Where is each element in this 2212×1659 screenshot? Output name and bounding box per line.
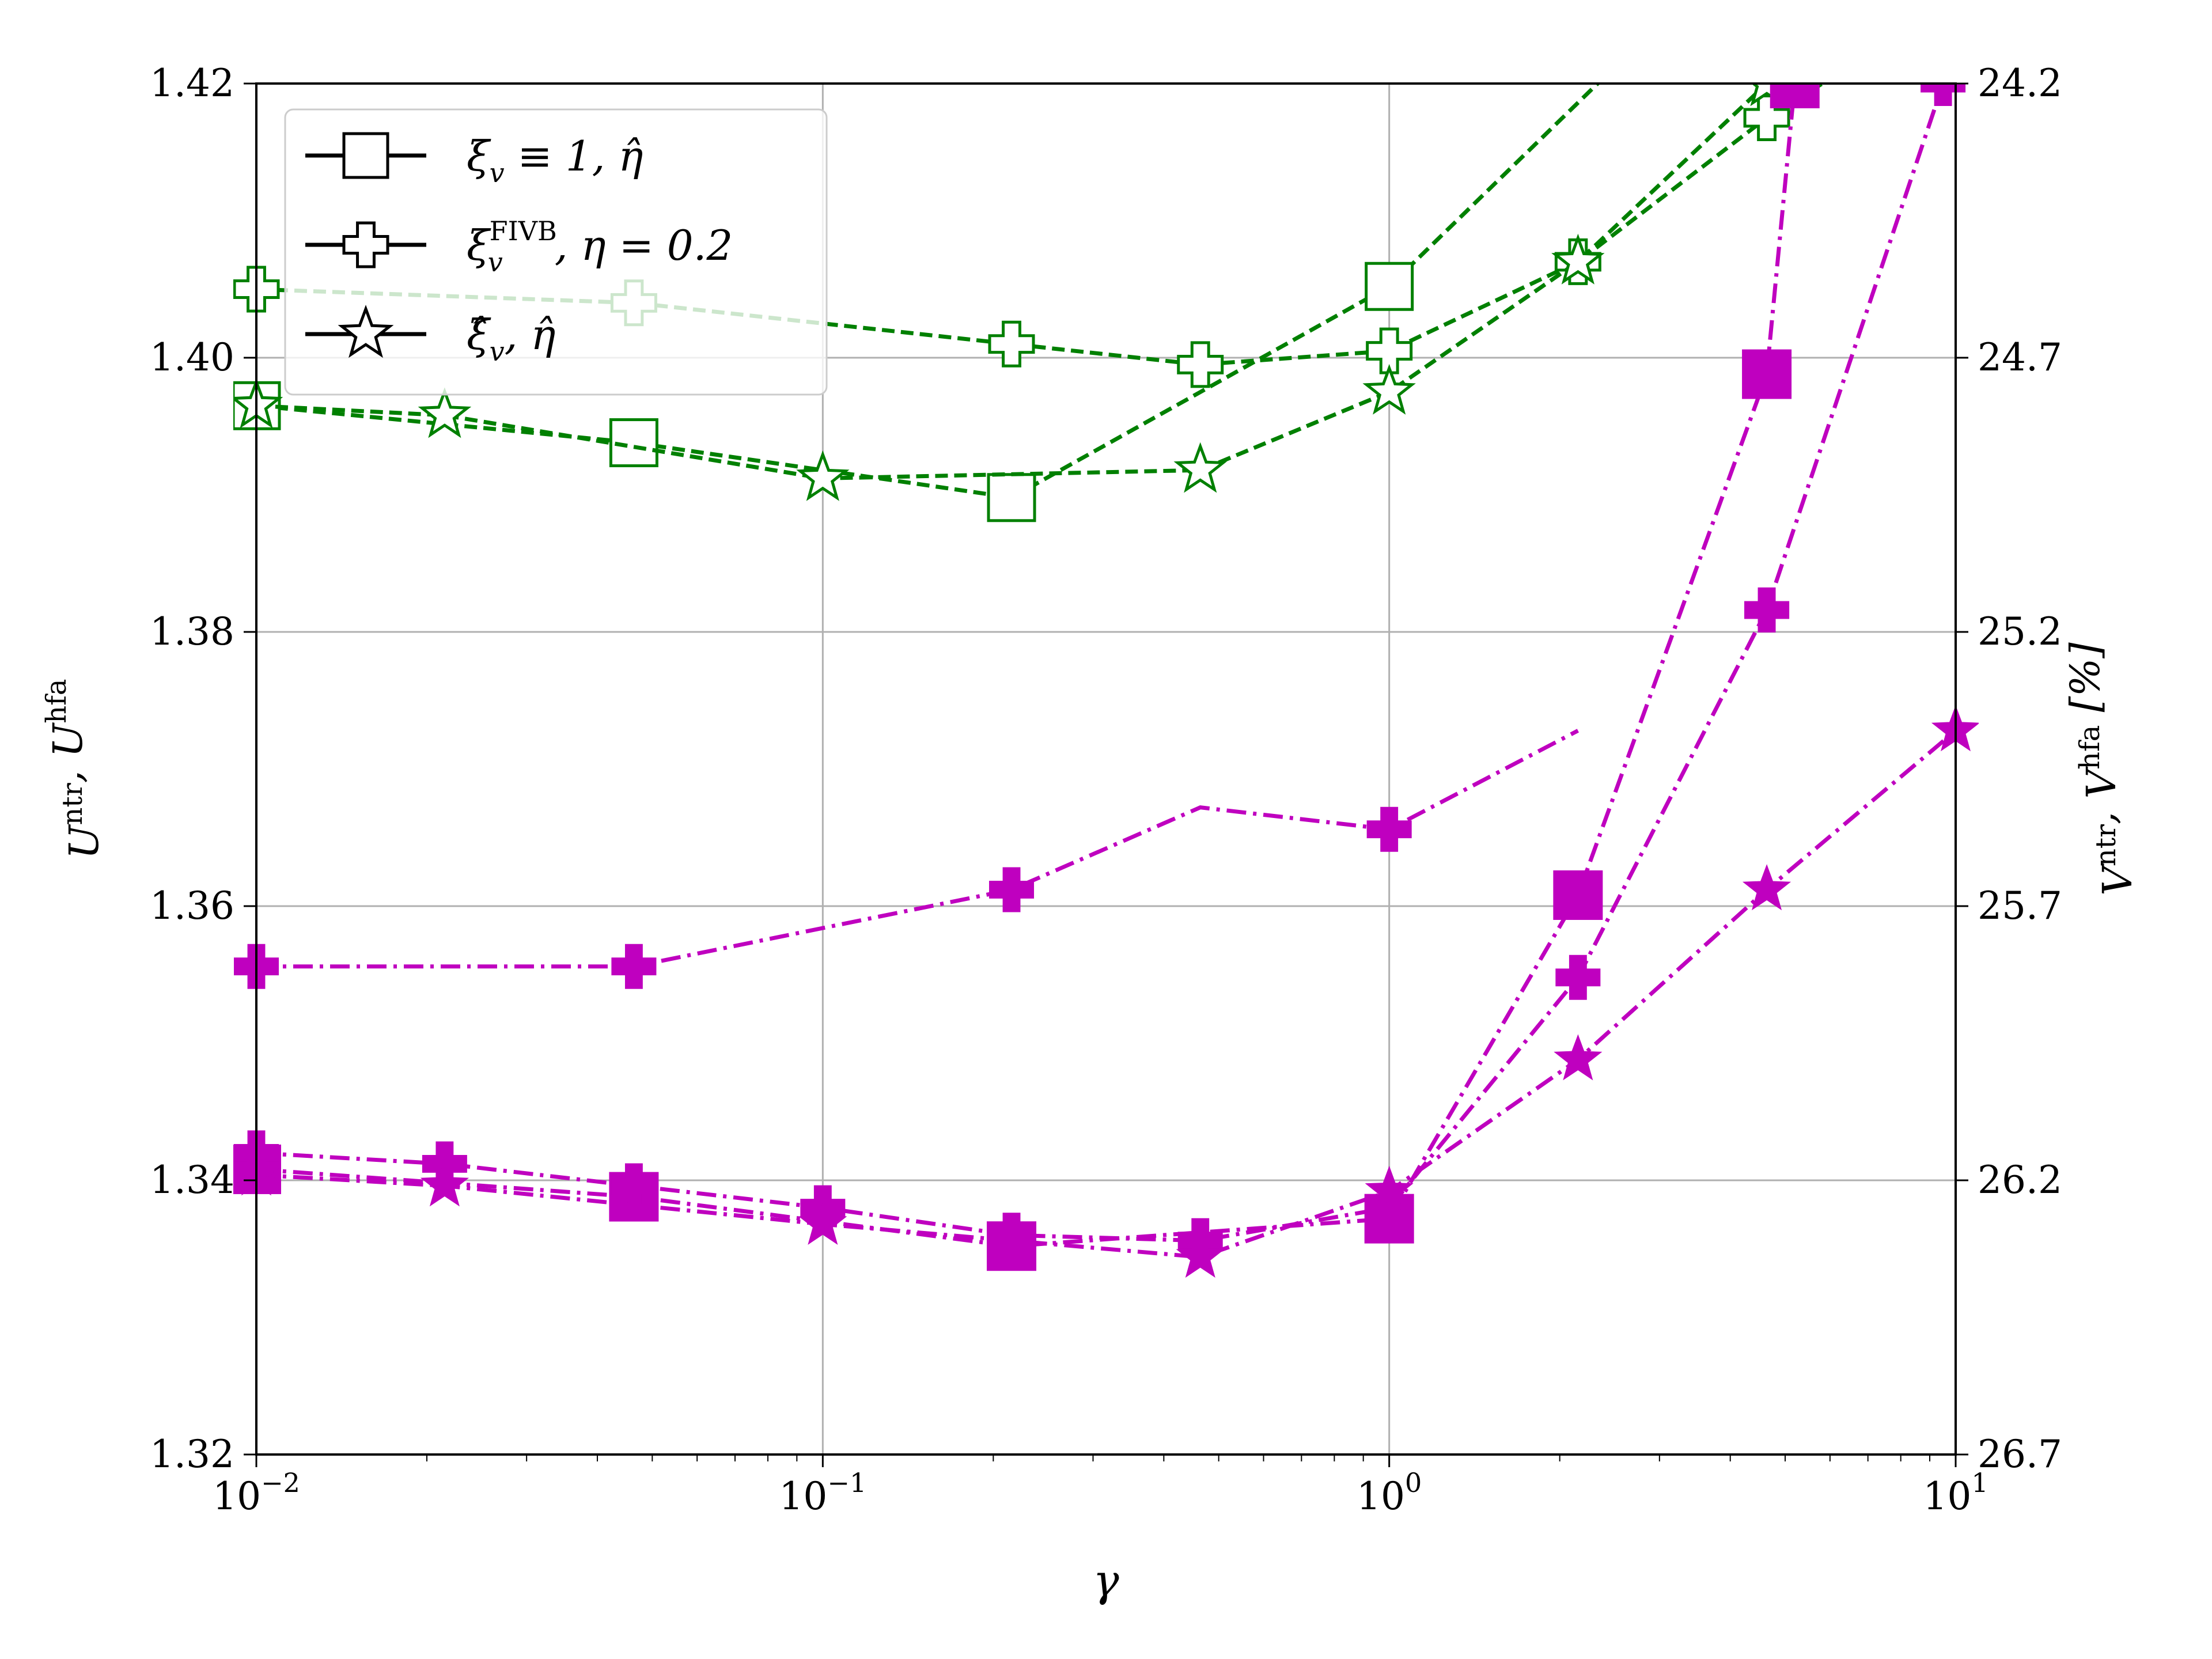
legend-label: ξv ≡ 1, η̂ (467, 132, 643, 188)
data-point-plus (342, 221, 389, 268)
legend: ξv ≡ 1, η̂ ξFIVB v, η = 0.2 ξ̂v, η̂ (284, 108, 828, 396)
data-point-plus (1744, 587, 1790, 632)
x-tick-label: 10−2 (213, 1467, 300, 1518)
y-right-tick-label: 26.2 (1978, 1158, 2062, 1202)
data-point-star (796, 450, 850, 501)
legend-box (284, 108, 828, 396)
data-point-plus (988, 320, 1035, 368)
y-left-axis-label: Untr, Uhfa (40, 679, 108, 859)
y-right-axis-label: Vntr, Vhfa [%] (2062, 642, 2141, 896)
legend-label: ξ̂v, η̂ (467, 310, 556, 367)
data-point-plus (1366, 327, 1413, 374)
y-right-tick-label: 26.7 (1978, 1432, 2062, 1476)
y-right-tick-label: 24.2 (1978, 61, 2062, 105)
data-point-plus (1555, 955, 1601, 1000)
data-point-star (1554, 1034, 1603, 1081)
y-left-tick-label: 1.36 (150, 884, 234, 928)
y-left-tick-label: 1.38 (150, 609, 234, 654)
x-tick-label: 10−1 (779, 1467, 866, 1518)
data-point-square (1770, 84, 1820, 108)
series-group (233, 84, 1979, 1278)
data-point-plus (1921, 84, 1966, 106)
y-left-tick-label: 1.34 (150, 1158, 234, 1202)
data-point-star (418, 387, 472, 438)
data-point-plus (1743, 94, 1790, 141)
data-point-star (1742, 864, 1791, 911)
data-point-square (987, 473, 1036, 522)
data-point-square (1742, 349, 1792, 399)
data-point-plus (1177, 341, 1224, 388)
series-line-plus (256, 84, 1945, 1243)
data-point-star (338, 305, 394, 358)
data-point-star (420, 1160, 469, 1207)
data-point-square (1553, 870, 1603, 920)
series-layer (233, 84, 1979, 1278)
y-right-tick-label: 24.7 (1978, 335, 2062, 380)
data-point-square (1365, 262, 1414, 311)
series-line-star (256, 729, 1957, 1259)
data-point-star (1365, 1165, 1414, 1212)
data-point-square (342, 132, 389, 179)
x-axis-label: γ (1093, 1555, 1119, 1606)
y-right-tick-label: 25.7 (1978, 884, 2062, 928)
data-point-star (1362, 363, 1416, 415)
y-left-tick-label: 1.32 (150, 1432, 234, 1476)
data-point-plus (611, 944, 657, 989)
data-point-plus (1366, 806, 1412, 852)
data-point-star (1176, 1232, 1225, 1278)
plot-frame (255, 82, 1957, 1456)
data-point-plus (989, 1213, 1035, 1258)
data-point-star (798, 1198, 847, 1245)
data-point-star (1173, 442, 1227, 493)
x-tick-label: 100 (1357, 1467, 1422, 1518)
legend-label: ξFIVB v, η = 0.2 (467, 215, 733, 278)
y-left-tick-label: 1.40 (150, 335, 234, 380)
data-point-star (1551, 233, 1605, 285)
y-left-tick-label: 1.42 (150, 61, 234, 105)
series-line-plus-only (256, 729, 1579, 969)
data-point-plus (989, 867, 1035, 912)
y-right-tick-label: 25.2 (1978, 609, 2062, 654)
